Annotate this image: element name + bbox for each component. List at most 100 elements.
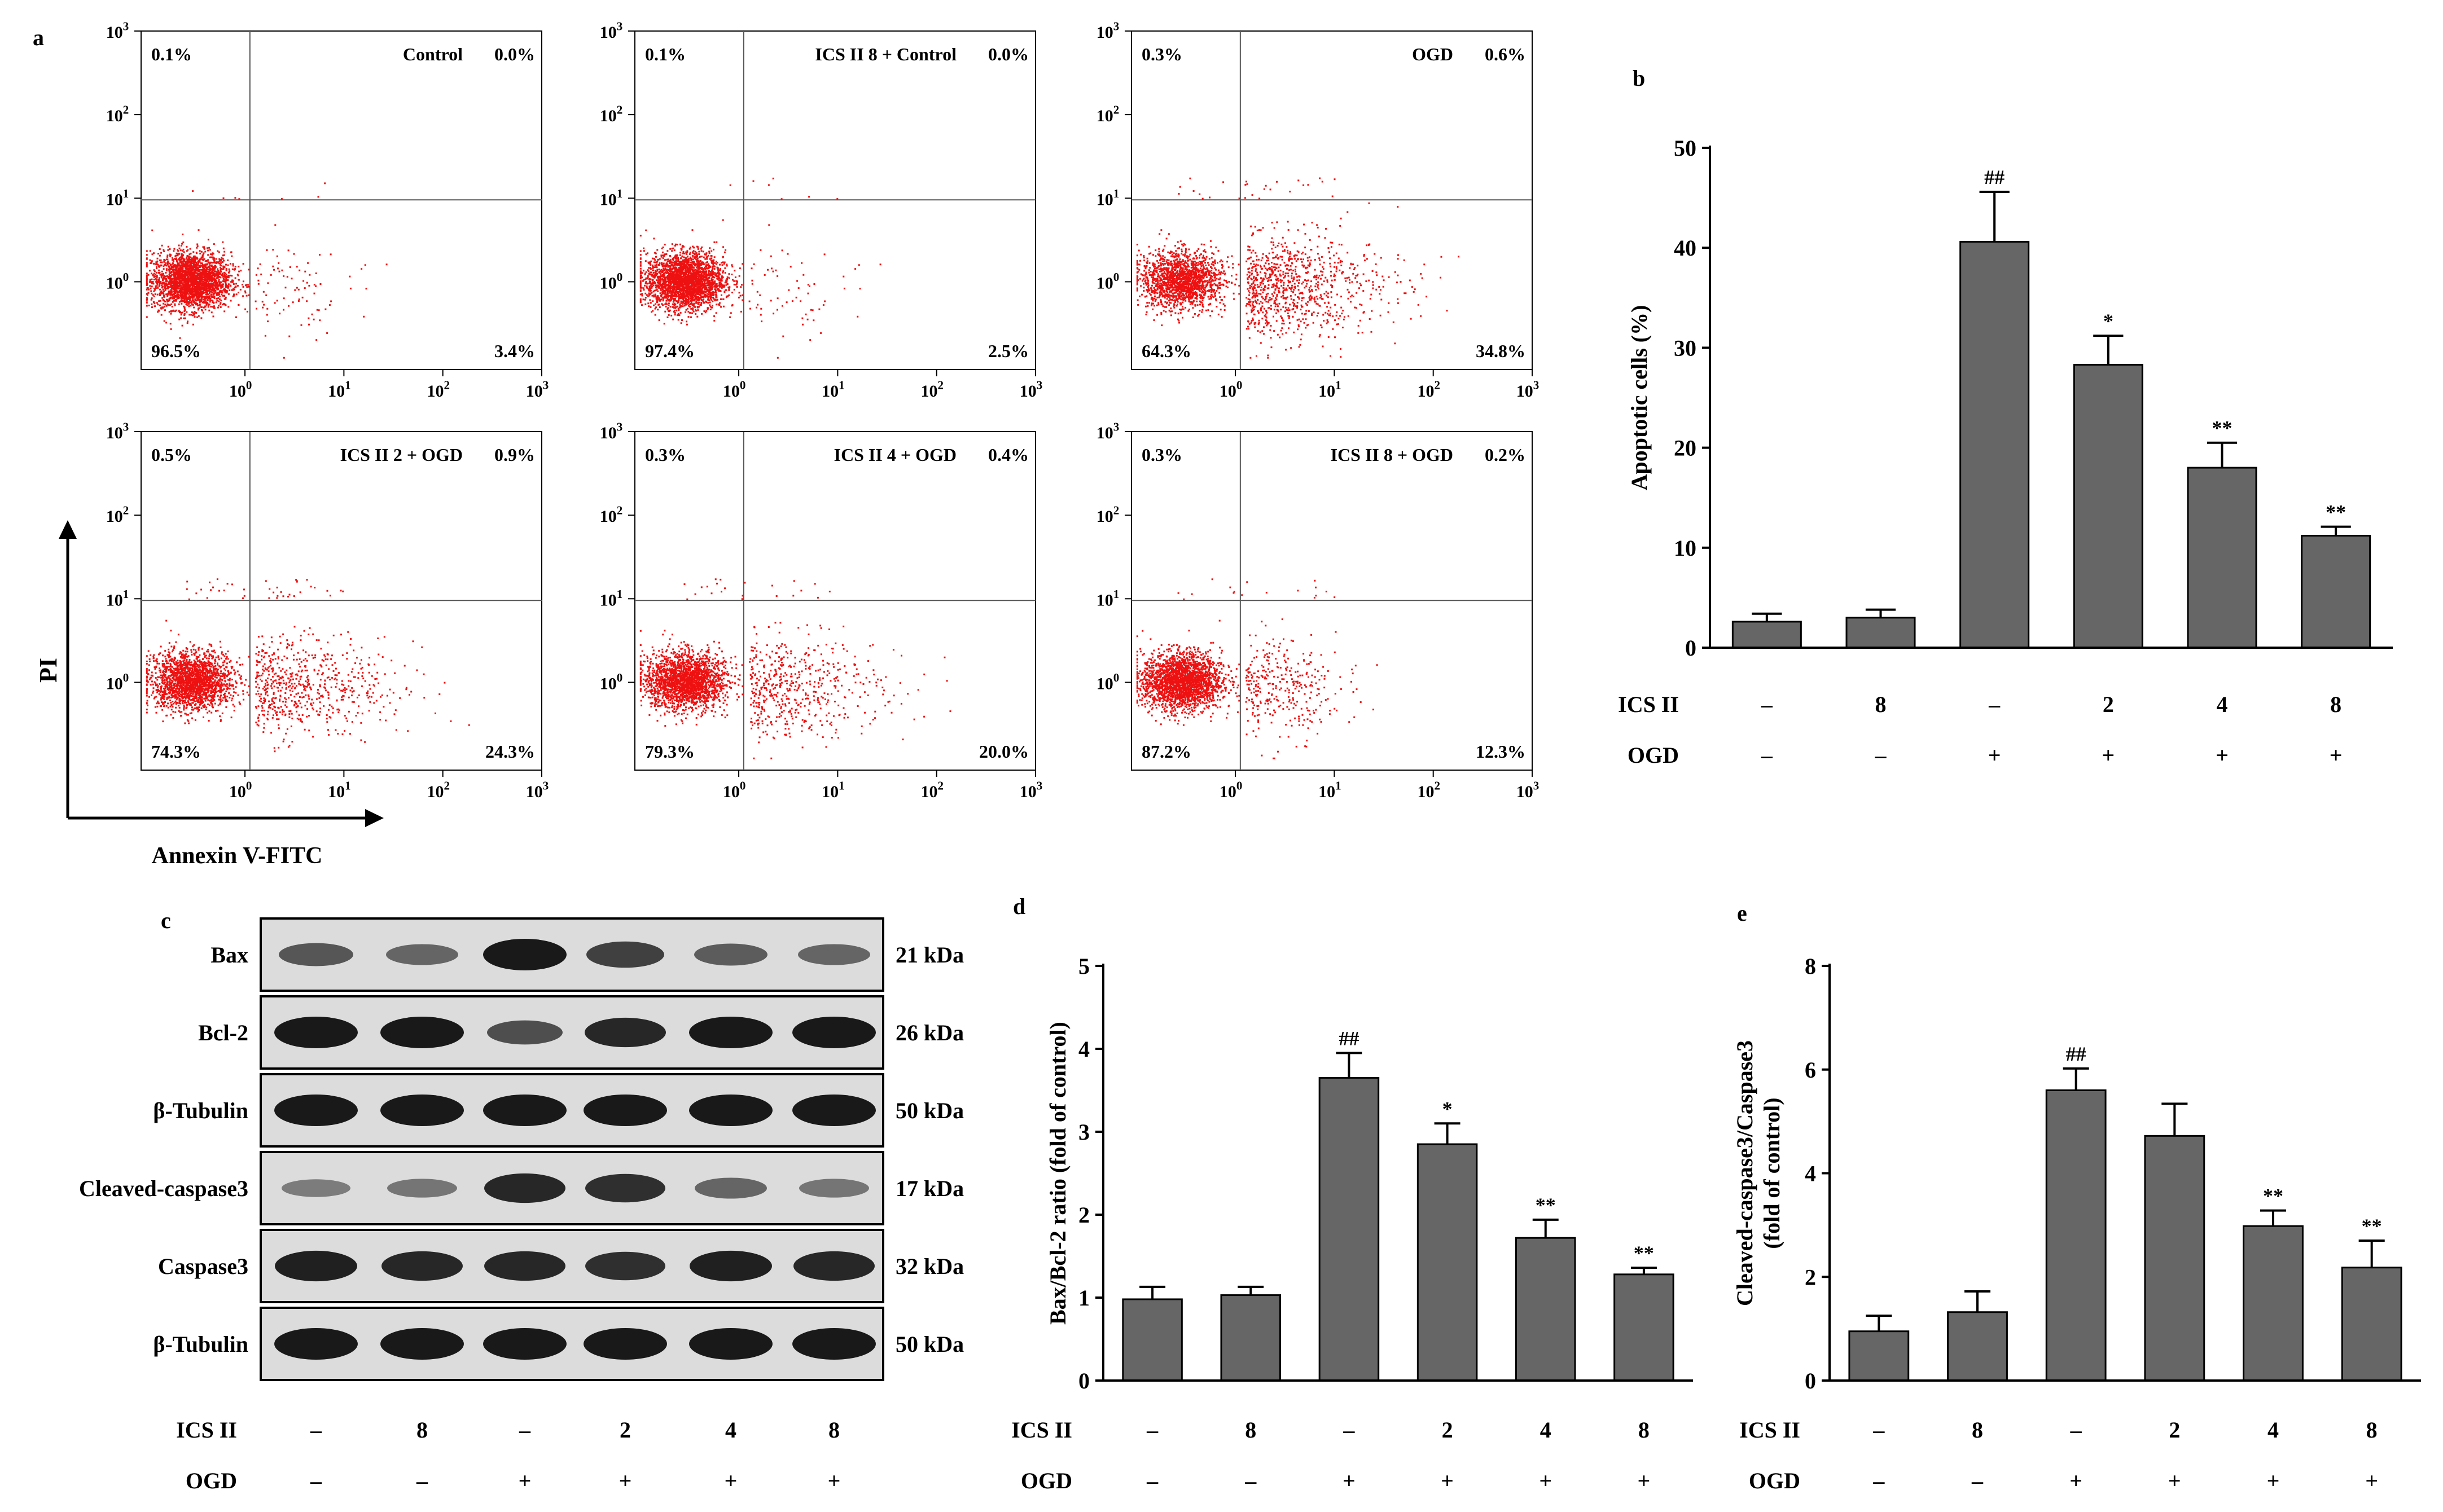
ogd-status-value: +	[1343, 1468, 1356, 1493]
flow-x-tick-label: 101	[328, 779, 351, 802]
blot-band	[274, 1016, 358, 1049]
blot-size-label: 26 kDa	[896, 1020, 964, 1045]
y-tick-label: 0	[1685, 635, 1696, 661]
blot-band	[584, 1328, 667, 1360]
y-tick-label: 20	[1674, 436, 1696, 461]
blot-band	[484, 1251, 565, 1281]
flow-panel-title: ICS II 8 + OGD	[1331, 445, 1453, 465]
ogd-status-value: +	[2267, 1468, 2280, 1493]
ogd-status-value: +	[519, 1468, 532, 1493]
ics-dose-value: 8	[416, 1417, 428, 1443]
flow-quadrant-ll: 74.3%	[151, 741, 201, 762]
flow-events	[146, 578, 470, 753]
blot-band	[381, 1251, 463, 1281]
bar	[2341, 1267, 2402, 1382]
significance-mark: **	[2362, 1215, 2382, 1237]
blot-protein-label: β-Tubulin	[153, 1098, 248, 1123]
bar	[2301, 535, 2371, 649]
ogd-status-value: +	[1988, 742, 2001, 768]
flow-quadrant-lr: 3.4%	[494, 341, 535, 361]
significance-mark: **	[1634, 1242, 1654, 1264]
bar	[1947, 1311, 2008, 1382]
bar	[1318, 1076, 1380, 1382]
bar	[2073, 364, 2143, 649]
blot-band	[792, 1328, 876, 1360]
ics-dose-value: –	[310, 1417, 322, 1443]
flow-quadrant-ll: 79.3%	[645, 741, 695, 762]
ogd-status-value: –	[1875, 742, 1887, 768]
ics-dose-value: –	[2070, 1417, 2082, 1443]
significance-mark: ##	[1339, 1027, 1359, 1049]
flow-cytometry-panels: 100 100 101 101 102 102 103 103 0.1% 0.0% Control 9…	[106, 20, 1540, 802]
significance-mark: *	[1442, 1097, 1453, 1120]
flow-panel: 100 100 101 101 102 102 103 103 0.3% 0.2% ICS II 8…	[1097, 420, 1540, 802]
y-axis-label: Apoptotic cells (%)	[1626, 305, 1652, 491]
flow-y-tick-label: 103	[600, 20, 623, 42]
flow-x-tick-label: 100	[1220, 779, 1243, 802]
flow-y-tick-label: 100	[600, 270, 623, 293]
flow-quadrant-lr: 20.0%	[979, 741, 1029, 762]
flow-y-tick-label: 103	[106, 420, 129, 443]
blot-size-label: 17 kDa	[896, 1176, 964, 1201]
ics-dose-value: 2	[2169, 1417, 2180, 1443]
flow-events	[146, 182, 388, 359]
significance-mark: ##	[1984, 166, 2005, 188]
blot-strip	[260, 1151, 884, 1225]
blot-size-label: 50 kDa	[896, 1098, 964, 1123]
blot-band	[274, 1328, 358, 1360]
flow-x-tick-label: 101	[822, 779, 845, 802]
blot-band	[690, 1250, 772, 1282]
ogd-status-value: +	[2102, 742, 2115, 768]
flow-y-tick-label: 103	[1097, 20, 1120, 42]
flow-quadrant-ur: 0.2%	[1485, 445, 1525, 465]
ogd-row-label: OGD	[186, 1468, 237, 1493]
blot-band	[380, 1016, 464, 1049]
significance-mark: **	[2263, 1185, 2283, 1207]
flow-x-tick-label: 101	[1318, 779, 1341, 802]
blot-protein-label: Bax	[210, 942, 248, 968]
ics-dose-value: –	[1988, 692, 2001, 717]
ogd-status-value: +	[725, 1468, 738, 1493]
flow-y-tick-label: 102	[106, 103, 129, 126]
flow-y-tick-label: 101	[1097, 587, 1120, 610]
flow-y-tick-label: 101	[1097, 187, 1120, 209]
flow-x-tick-label: 102	[427, 379, 450, 401]
blot-protein-label: Cleaved-caspase3	[79, 1176, 248, 1201]
y-axis-label-2: (fold of control)	[1759, 1097, 1784, 1249]
flow-quadrant-ll: 64.3%	[1142, 341, 1191, 361]
bar	[2187, 467, 2257, 649]
flow-events	[1136, 177, 1460, 359]
panel-letter-a: a	[33, 25, 44, 50]
ics-dose-value: 8	[2330, 692, 2341, 717]
flow-panel: 100 100 101 101 102 102 103 103 0.5% 0.9% ICS II 2…	[106, 420, 549, 802]
flow-y-tick-label: 102	[600, 504, 623, 526]
significance-mark: ##	[2066, 1043, 2086, 1065]
blot-band	[689, 1016, 773, 1049]
blot-band	[586, 941, 664, 968]
bar	[1416, 1143, 1478, 1382]
ogd-status-value: –	[416, 1468, 428, 1493]
ogd-status-value: +	[1441, 1468, 1454, 1493]
ogd-status-value: +	[619, 1468, 632, 1493]
flow-quadrant-ur: 0.0%	[988, 44, 1029, 64]
flow-x-tick-label: 103	[1020, 779, 1043, 802]
blot-band	[695, 1177, 767, 1199]
blot-band	[689, 1328, 773, 1360]
ogd-status-value: –	[1971, 1468, 1984, 1493]
flow-quadrant-ll: 96.5%	[151, 341, 201, 361]
y-tick-label: 4	[1078, 1036, 1090, 1062]
bar	[2045, 1089, 2107, 1382]
ics-dose-value: –	[1343, 1417, 1355, 1443]
ogd-status-value: +	[2330, 742, 2343, 768]
flow-x-tick-label: 101	[822, 379, 845, 401]
panel-letter-d: d	[1013, 894, 1025, 919]
bar	[1959, 241, 2030, 649]
flow-quadrant-ul: 0.1%	[645, 44, 686, 64]
blot-band	[387, 1179, 457, 1198]
blot-band	[279, 943, 353, 966]
flow-quadrant-ul: 0.5%	[151, 445, 192, 465]
flow-x-tick-label: 100	[229, 379, 252, 401]
bar	[1515, 1237, 1576, 1382]
bar	[1613, 1273, 1674, 1382]
